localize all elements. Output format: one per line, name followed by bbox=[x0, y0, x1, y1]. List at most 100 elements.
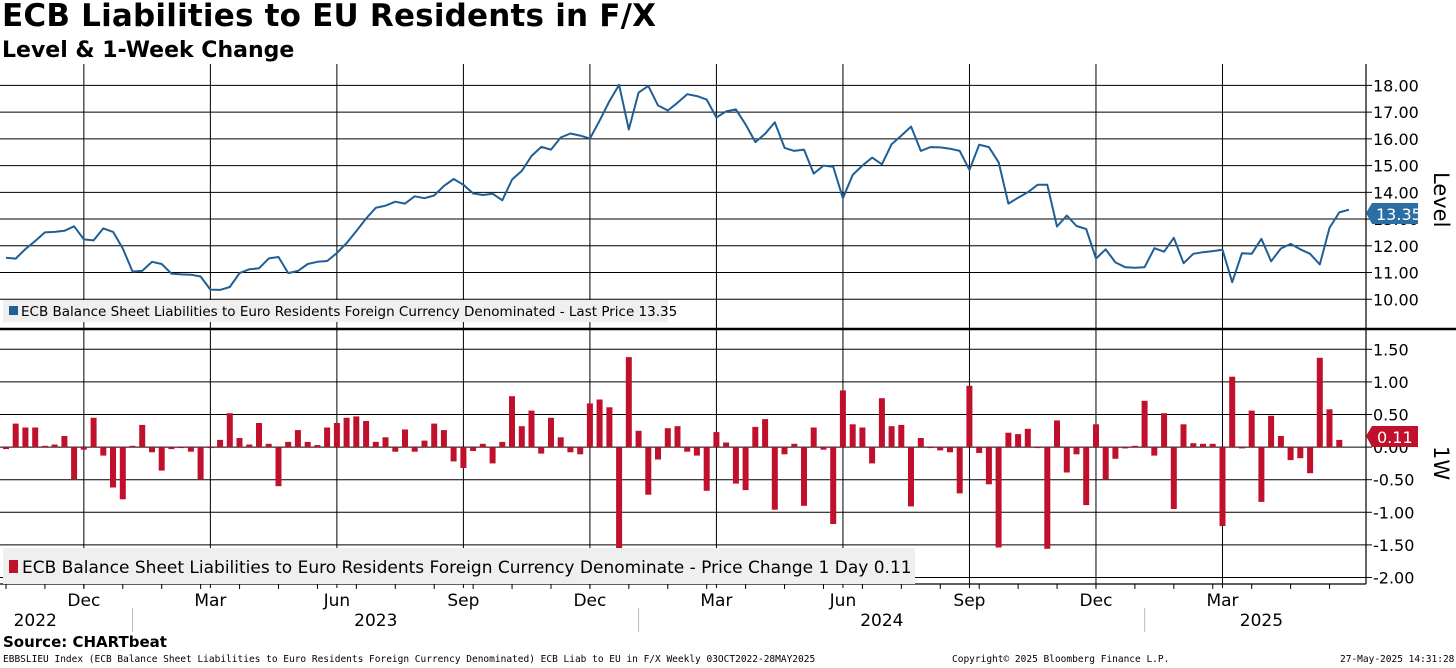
chart-subtitle: Level & 1-Week Change bbox=[2, 38, 295, 63]
change-bar bbox=[1287, 447, 1294, 461]
change-bar bbox=[421, 440, 428, 448]
x-month-label: Dec bbox=[67, 591, 100, 611]
change-bar bbox=[1209, 443, 1216, 448]
x-month-label: Jun bbox=[323, 591, 351, 611]
footer-copyright: Copyright© 2025 Bloomberg Finance L.P. bbox=[952, 654, 1170, 665]
change-bar bbox=[294, 430, 301, 448]
change-bar bbox=[956, 447, 963, 494]
change-bar bbox=[61, 436, 68, 448]
change-bar bbox=[265, 443, 272, 448]
change-bar bbox=[869, 447, 876, 464]
change-bar bbox=[187, 447, 194, 452]
x-month-label: Mar bbox=[1206, 591, 1238, 611]
change-bar bbox=[596, 399, 603, 448]
change-bar bbox=[645, 447, 652, 495]
source-label: Source: CHARTbeat bbox=[3, 633, 167, 651]
change-bar bbox=[71, 447, 78, 479]
change-tick-label: -0.50 bbox=[1373, 471, 1414, 490]
x-month-label: Mar bbox=[700, 591, 732, 611]
change-bar bbox=[1336, 439, 1343, 448]
change-bar bbox=[548, 417, 554, 448]
x-month-label: Sep bbox=[953, 591, 985, 611]
change-bar bbox=[1200, 443, 1206, 448]
change-bar bbox=[713, 432, 720, 448]
change-bar bbox=[976, 447, 983, 453]
change-bar bbox=[149, 447, 155, 453]
change-bar bbox=[450, 447, 457, 462]
change-bar bbox=[1229, 376, 1236, 448]
legend-change-text: ECB Balance Sheet Liabilities to Euro Re… bbox=[22, 558, 912, 578]
change-bar bbox=[1024, 428, 1031, 448]
level-series-line bbox=[5, 83, 1350, 291]
level-axis-label: Level bbox=[1429, 172, 1453, 227]
change-bar bbox=[586, 403, 593, 448]
change-bar bbox=[1190, 443, 1197, 448]
change-bar bbox=[801, 447, 807, 506]
legend-change-swatch bbox=[9, 560, 18, 573]
change-bar bbox=[1141, 400, 1148, 448]
x-year-label: 2025 bbox=[1240, 611, 1283, 631]
x-month-label: Mar bbox=[194, 591, 226, 611]
x-month-label: Dec bbox=[1080, 591, 1113, 611]
change-bar bbox=[674, 426, 681, 448]
change-bar bbox=[820, 447, 827, 450]
change-bar bbox=[304, 441, 311, 448]
change-bar bbox=[898, 424, 905, 448]
change-bar bbox=[178, 447, 185, 449]
change-bar bbox=[1005, 432, 1012, 447]
legend-change: ECB Balance Sheet Liabilities to Euro Re… bbox=[3, 548, 915, 584]
change-bar bbox=[80, 447, 87, 450]
change-bar bbox=[557, 437, 564, 448]
change-bar bbox=[1015, 434, 1022, 448]
change-bar bbox=[139, 424, 146, 448]
change-bar bbox=[1073, 447, 1080, 455]
change-bar bbox=[1277, 436, 1284, 448]
change-bar bbox=[528, 410, 535, 448]
change-bar bbox=[1316, 357, 1323, 448]
legend-level-swatch bbox=[9, 306, 18, 315]
change-bar bbox=[947, 447, 953, 453]
change-tick-label: -1.50 bbox=[1373, 536, 1414, 555]
legend-change-bg bbox=[3, 548, 915, 584]
change-bar bbox=[1307, 447, 1314, 474]
level-tick-label: 16.00 bbox=[1373, 130, 1419, 149]
level-last-label: 13.35 bbox=[1376, 205, 1422, 224]
change-bar bbox=[110, 447, 116, 488]
change-bar bbox=[606, 407, 613, 448]
level-tick-label: 12.00 bbox=[1373, 237, 1419, 256]
change-bar bbox=[1112, 447, 1119, 459]
change-bar bbox=[966, 385, 973, 448]
change-bar bbox=[1326, 409, 1333, 448]
change-bar bbox=[742, 447, 749, 491]
change-bar bbox=[1151, 447, 1158, 456]
level-tick-label: 11.00 bbox=[1373, 264, 1419, 283]
change-bar bbox=[431, 423, 438, 448]
level-tick-label: 18.00 bbox=[1373, 76, 1419, 95]
x-month-label: Sep bbox=[447, 591, 479, 611]
change-bar bbox=[616, 447, 623, 556]
change-bar bbox=[995, 447, 1002, 548]
change-bar bbox=[41, 445, 48, 448]
level-tick-label: 15.00 bbox=[1373, 157, 1419, 176]
change-bar bbox=[1093, 424, 1099, 448]
change-bar bbox=[1122, 447, 1129, 449]
change-tick-label: 1.50 bbox=[1373, 340, 1409, 359]
change-bar bbox=[878, 398, 885, 448]
change-bar bbox=[849, 424, 856, 448]
change-tick-label: 1.00 bbox=[1373, 373, 1409, 392]
change-bar bbox=[810, 427, 817, 448]
change-bar bbox=[937, 447, 944, 451]
change-bar bbox=[333, 423, 340, 448]
x-year-label: 2024 bbox=[860, 611, 903, 631]
change-last-label: 0.11 bbox=[1377, 428, 1413, 447]
change-bar bbox=[1297, 447, 1304, 459]
change-bar bbox=[1219, 447, 1226, 526]
change-bar bbox=[839, 390, 846, 448]
change-bar bbox=[703, 447, 710, 491]
change-bar bbox=[985, 447, 992, 485]
change-bar bbox=[1170, 447, 1177, 509]
change-bar bbox=[830, 447, 837, 524]
change-bar bbox=[22, 427, 29, 448]
change-bar bbox=[246, 444, 253, 448]
change-tick-label: 0.50 bbox=[1373, 405, 1409, 424]
